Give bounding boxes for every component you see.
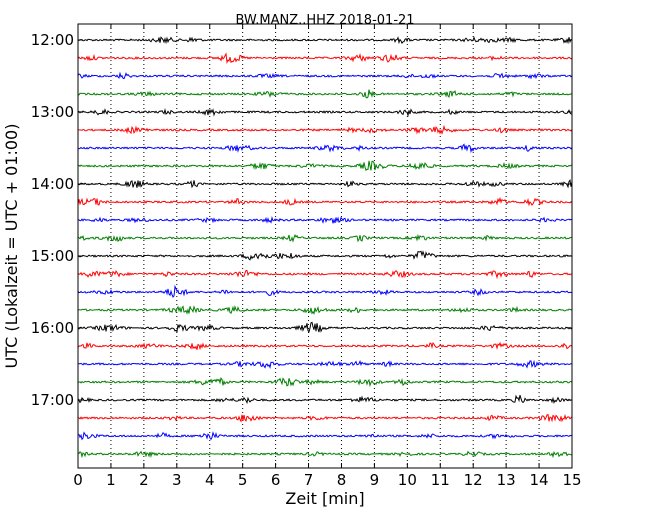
x-tick-label: 11 [431,471,450,489]
trace-1400 [77,179,573,189]
x-tick-label: 13 [497,471,516,489]
trace-1445 [77,233,573,243]
x-tick-label: 3 [172,471,182,489]
x-tick-label: 0 [73,471,83,489]
trace-1645 [77,377,573,388]
trace-1430 [77,216,573,224]
y-tick-label: 17:00 [31,391,74,409]
grid-lines [110,24,540,468]
trace-1600 [77,321,573,333]
trace-1315 [77,124,573,135]
trace-1715 [77,413,573,423]
trace-1330 [77,143,573,154]
y-tick-label: 15:00 [31,247,74,265]
x-ticks: 0 1 2 3 4 5 6 7 8 9 10 11 12 13 14 15 [73,24,582,489]
y-ticks: 12:00 13:00 14:00 15:00 16:00 17:00 [31,31,572,409]
trace-1515 [77,270,573,280]
plot-frame [77,23,573,469]
trace-1545 [77,304,573,316]
trace-1500 [77,250,573,261]
y-axis-label: UTC (Lokalzeit = UTC + 01:00) [2,124,21,369]
y-tick-label: 16:00 [31,319,74,337]
trace-1530 [77,284,573,298]
x-tick-label: 15 [562,471,581,489]
trace-1730 [77,431,573,441]
x-tick-label: 7 [304,471,314,489]
x-tick-label: 4 [205,471,215,489]
chart-title: BW.MANZ..HHZ 2018-01-21 [235,13,414,28]
trace-1215 [77,52,573,65]
x-tick-label: 6 [271,471,281,489]
trace-1700 [77,394,573,405]
x-tick-label: 1 [106,471,116,489]
trace-1345 [77,160,573,172]
y-tick-label: 12:00 [31,31,74,49]
trace-1300 [77,108,573,118]
x-tick-label: 10 [398,471,417,489]
x-tick-label: 12 [464,471,483,489]
trace-1200 [77,36,573,45]
trace-1630 [77,359,573,370]
x-tick-label: 9 [370,471,380,489]
x-tick-label: 5 [238,471,248,489]
y-tick-label: 13:00 [31,103,74,121]
y-tick-label: 14:00 [31,175,74,193]
traces [77,36,573,459]
x-tick-label: 2 [139,471,149,489]
x-tick-label: 8 [337,471,347,489]
trace-1245 [77,89,573,99]
trace-1230 [77,71,573,80]
trace-1615 [77,341,573,351]
x-tick-label: 14 [530,471,549,489]
x-axis-label: Zeit [min] [285,489,364,508]
trace-1745 [77,450,573,459]
trace-1415 [77,196,573,207]
